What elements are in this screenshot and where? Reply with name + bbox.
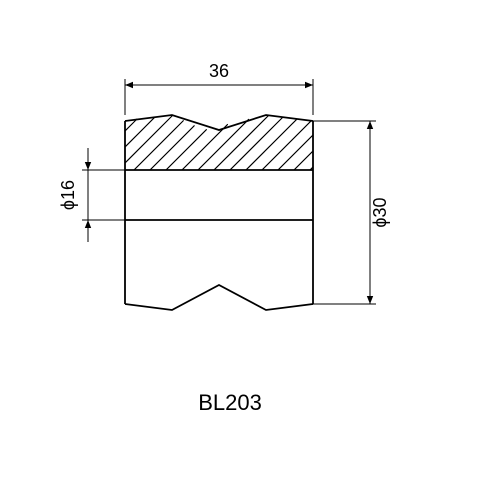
dim-outer-dia-label: ϕ30 — [370, 197, 390, 227]
technical-drawing: 36 ϕ16 ϕ30 BL203 — [0, 0, 500, 500]
dim-inner-dia-label: ϕ16 — [58, 180, 78, 210]
dim-width-label: 36 — [209, 61, 229, 81]
part-number-label: BL203 — [198, 390, 262, 415]
